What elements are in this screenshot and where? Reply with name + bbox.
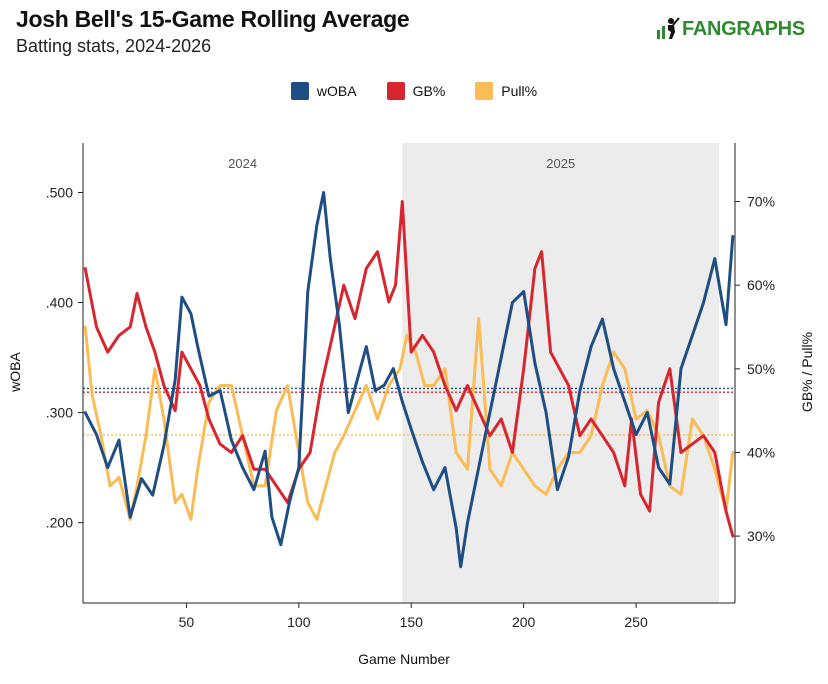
legend-item-woba[interactable]: wOBA [290, 82, 357, 100]
season-labels: 2024 2025 [228, 156, 575, 171]
y-left-tick-label: .300 [46, 405, 73, 421]
x-tick-label: 100 [287, 614, 311, 630]
reference-lines [83, 387, 735, 436]
legend-swatch-pull [475, 82, 494, 100]
y-axis-label-left: wOBA [7, 352, 23, 393]
series-lines [83, 191, 735, 569]
legend: wOBA GB% Pull% [0, 82, 828, 100]
x-tick-label: 50 [179, 614, 195, 630]
legend-label-gb: GB% [412, 83, 446, 99]
axes: 50 100 150 200 250 .200 .300 .400 .500 30% 40% 50% 6… [46, 143, 775, 630]
x-tick-label: 150 [400, 614, 424, 630]
legend-item-pull[interactable]: Pull% [475, 82, 537, 100]
legend-label-woba: wOBA [316, 83, 357, 99]
y-left-tick-label: .200 [46, 515, 73, 531]
y-right-tick-label: 30% [747, 528, 775, 544]
y-right-tick-label: 50% [747, 361, 775, 377]
season-label-2025: 2025 [546, 156, 575, 171]
season-label-2024: 2024 [228, 156, 257, 171]
series-line-gb [83, 200, 735, 538]
y-right-tick-label: 60% [747, 277, 775, 293]
legend-label-pull: Pull% [501, 83, 538, 99]
y-left-tick-label: .400 [46, 295, 73, 311]
chart-title: Josh Bell's 15-Game Rolling Average [16, 6, 410, 32]
y-right-tick-label: 70% [747, 194, 775, 210]
fangraphs-logo[interactable]: FANGRAPHS [656, 14, 805, 44]
y-left-tick-label: .500 [46, 185, 73, 201]
legend-swatch-woba [290, 82, 309, 100]
x-tick-label: 250 [624, 614, 648, 630]
legend-swatch-gb [386, 82, 405, 100]
logo-text: FANGRAPHS [682, 17, 805, 40]
x-axis-label: Game Number [358, 651, 450, 667]
series-line-woba [83, 191, 735, 569]
y-axis-label-right: GB% / Pull% [799, 332, 815, 412]
chart-subtitle: Batting stats, 2024-2026 [16, 36, 212, 56]
batter-icon [657, 17, 680, 39]
x-tick-label: 200 [512, 614, 536, 630]
legend-item-gb[interactable]: GB% [386, 82, 446, 100]
y-right-tick-label: 40% [747, 444, 775, 460]
